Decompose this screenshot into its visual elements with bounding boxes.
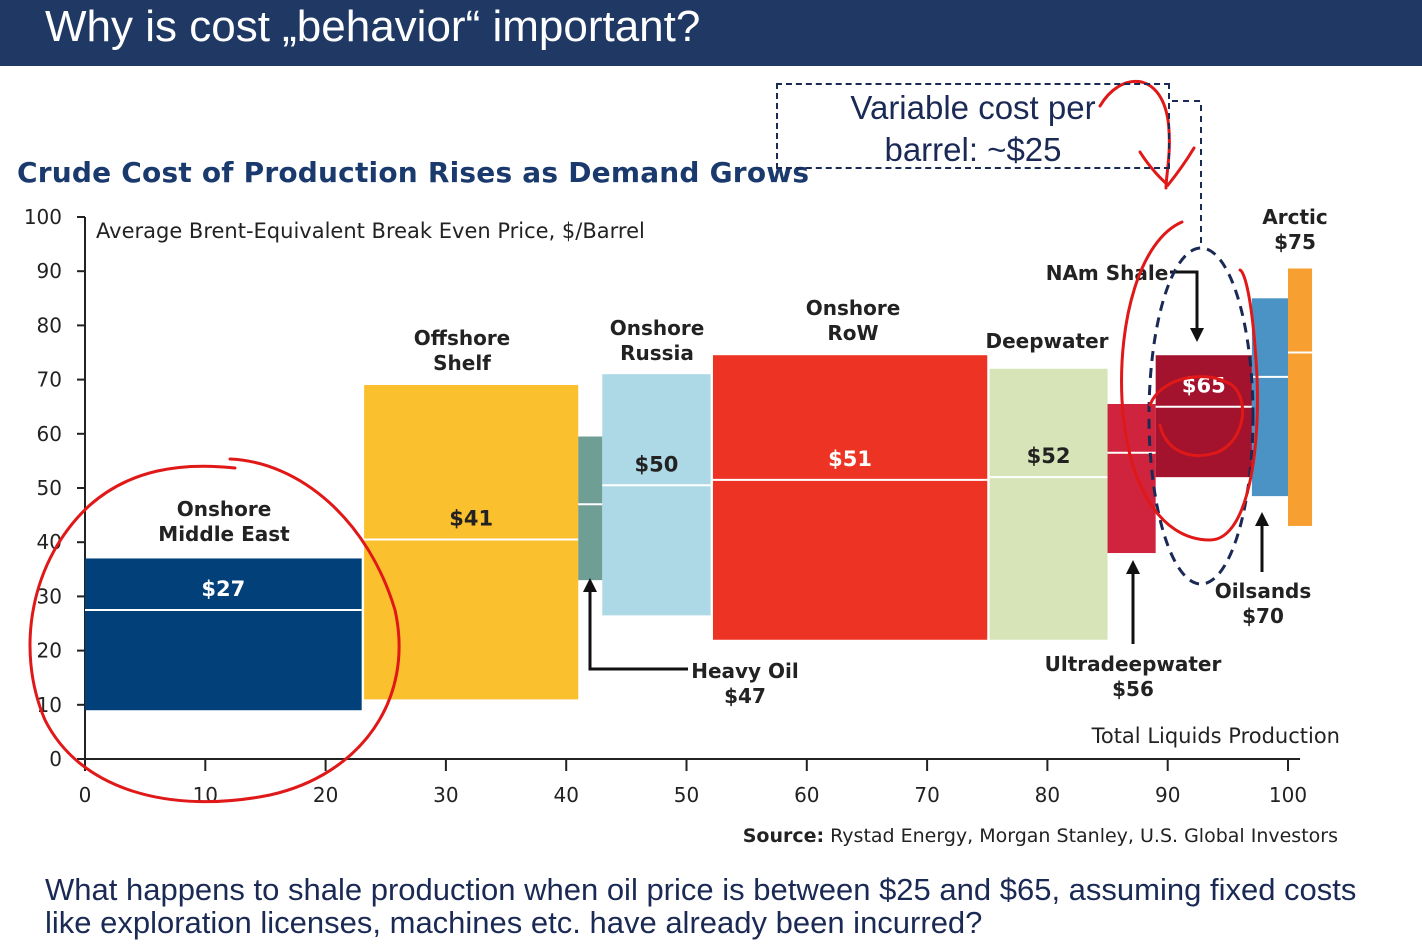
y-tick-label: 90 [37,259,62,283]
callout-line-1: Variable cost per [850,89,1096,126]
x-tick-label: 100 [1269,783,1307,807]
callout-line-2: barrel: ~$25 [884,131,1062,168]
arrowhead-nam-shale [1190,328,1204,342]
slide-title: Why is cost „behavior“ important? [45,2,701,51]
bar-ultradeepwater [1107,403,1156,554]
category-label-oilsands: Oilsands [1215,579,1312,603]
bar-onshore-row [712,355,988,640]
arrowhead-heavy-oil [583,578,597,592]
bar-value-onshore-russia: $50 [635,452,679,476]
y-tick-label: 70 [37,368,62,392]
bar-heavy-oil [578,436,603,581]
category-label2-onshore-middle-east: Middle East [158,522,290,546]
chart-source: Source: Rystad Energy, Morgan Stanley, U… [743,825,1338,847]
category-label2-onshore-row: RoW [827,321,878,345]
x-tick-label: 40 [553,783,578,807]
y-tick-label: 50 [37,476,62,500]
x-tick-label: 10 [193,783,218,807]
bar-value-deepwater: $52 [1027,444,1071,468]
dashed-ellipse-nam-shale [1147,246,1255,586]
y-tick-label: 100 [24,205,62,229]
y-axis-label: Average Brent-Equivalent Break Even Pric… [96,219,645,243]
arrowhead-oilsands [1255,512,1269,526]
bar-value-onshore-middle-east: $27 [201,577,245,601]
red-arrow-callout [1098,80,1196,190]
arrow-heavy-oil [588,590,688,671]
red-circle-65 [1148,375,1245,457]
category-label-ultradeepwater: Ultradeepwater [1045,652,1222,676]
x-tick-label: 30 [433,783,458,807]
category-label-onshore-russia: Onshore [610,316,705,340]
arrowhead-ultradeepwater [1126,560,1140,574]
variable-cost-callout: Variable cost per barrel: ~$25 [776,83,1170,169]
x-tick-label: 80 [1035,783,1060,807]
bar-value-offshore-shelf: $41 [449,506,493,530]
x-tick-label: 90 [1155,783,1180,807]
slide-header: Why is cost „behavior“ important? [0,0,1422,66]
y-tick-label: 0 [49,747,62,771]
bar-deepwater [989,368,1108,640]
category-label2-oilsands: $70 [1242,604,1284,628]
category-label2-arctic: $75 [1274,230,1316,254]
category-label-onshore-row: Onshore [806,296,901,320]
dashed-connector [1172,100,1202,246]
bar-onshore-middle-east [85,558,362,711]
red-circle-nam-shale [1120,220,1259,542]
x-tick-label: 0 [79,783,92,807]
chart-source-text: Rystad Energy, Morgan Stanley, U.S. Glob… [824,825,1338,847]
category-label2-offshore-shelf: Shelf [433,351,491,375]
arrow-nam-shale [1170,270,1199,328]
bar-onshore-russia [602,374,711,616]
red-circle-middle-east [28,457,401,804]
category-label2-onshore-russia: Russia [620,341,694,365]
x-tick-label: 70 [914,783,939,807]
slide-question: What happens to shale production when oi… [45,872,1357,940]
bar-value-onshore-row: $51 [828,447,872,471]
bar-offshore-shelf [364,385,579,700]
x-tick-label: 60 [794,783,819,807]
y-tick-label: 30 [37,584,62,608]
bar-arctic [1288,268,1313,526]
x-axis-label: Total Liquids Production [1091,724,1340,748]
chart-source-prefix: Source: [743,825,824,847]
y-tick-label: 20 [37,639,62,663]
x-tick-label: 20 [313,783,338,807]
category-label-deepwater: Deepwater [985,329,1108,353]
category-label2-ultradeepwater: $56 [1112,677,1154,701]
category-label-offshore-shelf: Offshore [414,326,511,350]
category-label-heavy-oil: Heavy Oil [691,659,799,683]
category-label-arctic: Arctic [1262,205,1327,229]
chart-title: Crude Cost of Production Rises as Demand… [17,156,810,189]
y-tick-label: 80 [37,313,62,337]
x-tick-label: 50 [674,783,699,807]
y-tick-label: 60 [37,422,62,446]
category-label2-heavy-oil: $47 [724,684,766,708]
category-label-nam-shale: NAm Shale [1046,261,1169,285]
category-label-onshore-middle-east: Onshore [177,497,272,521]
